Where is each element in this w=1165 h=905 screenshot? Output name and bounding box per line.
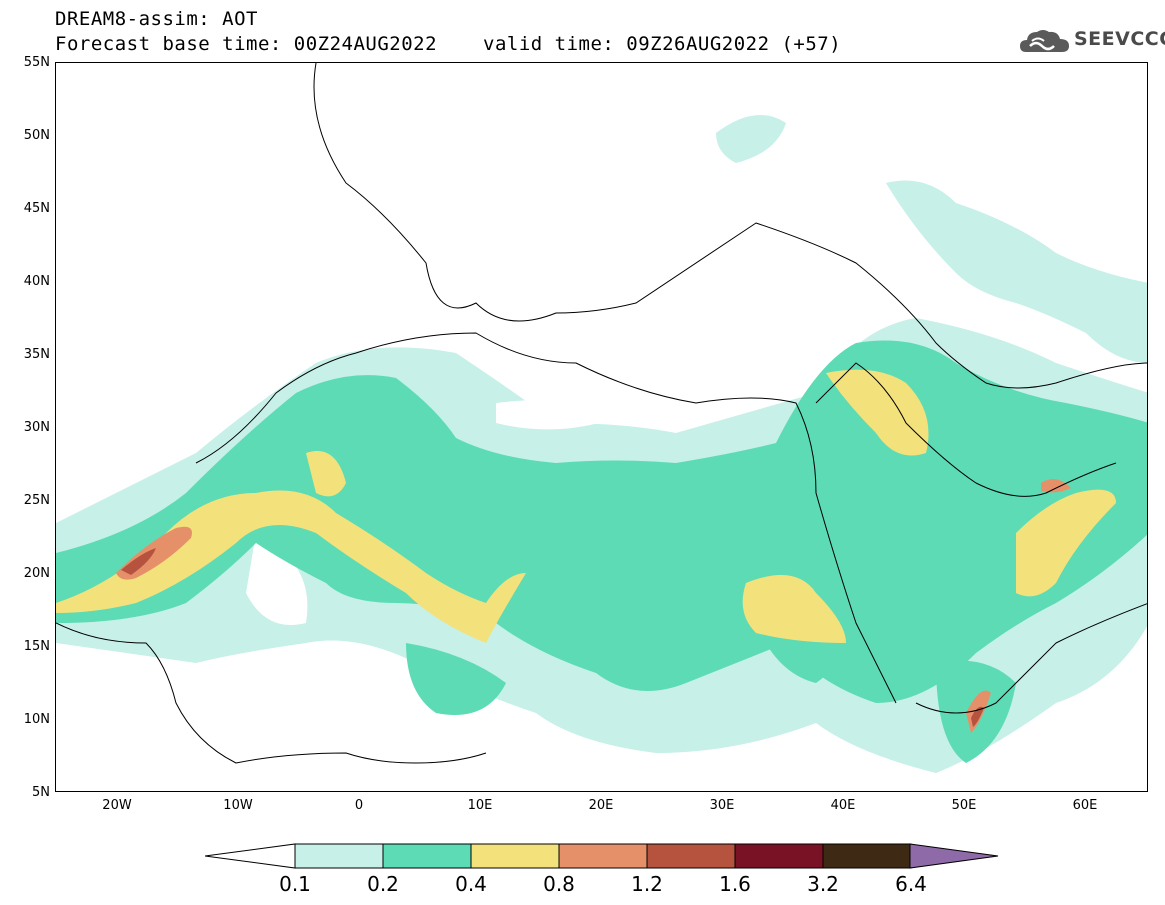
colorbar-cell [470,843,560,869]
lat-label: 50N [23,128,50,143]
colorbar-label: 3.2 [807,872,839,896]
lat-label: 30N [23,420,50,435]
lat-label: 45N [23,201,50,216]
colorbar-label: 1.6 [719,872,751,896]
colorbar-cell [734,843,824,869]
colorbar-label: 0.1 [279,872,311,896]
colorbar-over-arrow [909,843,999,869]
lon-label: 10W [223,798,253,813]
colorbar-label: 1.2 [631,872,663,896]
coastlines [56,63,1147,764]
logo-text: SEEVCCC [1074,28,1165,50]
map-title: DREAM8-assim: AOT [55,8,258,30]
colorbar-label: 0.4 [455,872,487,896]
lat-label: 25N [23,493,50,508]
lon-label: 10E [467,798,493,813]
lat-label: 35N [23,347,50,362]
lat-label: 40N [23,274,50,289]
colorbar-cell [822,843,912,869]
lon-label: 40E [830,798,856,813]
colorbar-cell [646,843,736,869]
forecast-base-time: Forecast base time: 00Z24AUG2022 [55,33,438,55]
colorbar [205,843,999,869]
seevccc-logo: SEEVCCC [1018,24,1165,58]
lon-label: 20E [588,798,614,813]
cloud-icon [1020,30,1069,52]
lon-label: 30E [709,798,735,813]
lat-label: 55N [23,55,50,70]
colorbar-under-arrow [205,843,296,869]
lat-label: 10N [23,712,50,727]
lat-label: 5N [32,785,50,800]
valid-time: valid time: 09Z26AUG2022 (+57) [483,33,842,55]
colorbar-cell [294,843,384,869]
lon-label: 50E [951,798,977,813]
colorbar-cell [382,843,472,869]
lat-label: 20N [23,566,50,581]
colorbar-label: 6.4 [895,872,927,896]
colorbar-label: 0.8 [543,872,575,896]
aot-map [55,62,1148,792]
lon-label: 60E [1072,798,1098,813]
aot-field [56,63,1147,773]
colorbar-cell [558,843,648,869]
colorbar-label: 0.2 [367,872,399,896]
aot-band-0-4 [56,369,1116,643]
lat-label: 15N [23,639,50,654]
lon-label: 20W [102,798,132,813]
lon-label: 0 [354,798,364,813]
aot-band-1-2 [121,548,984,727]
